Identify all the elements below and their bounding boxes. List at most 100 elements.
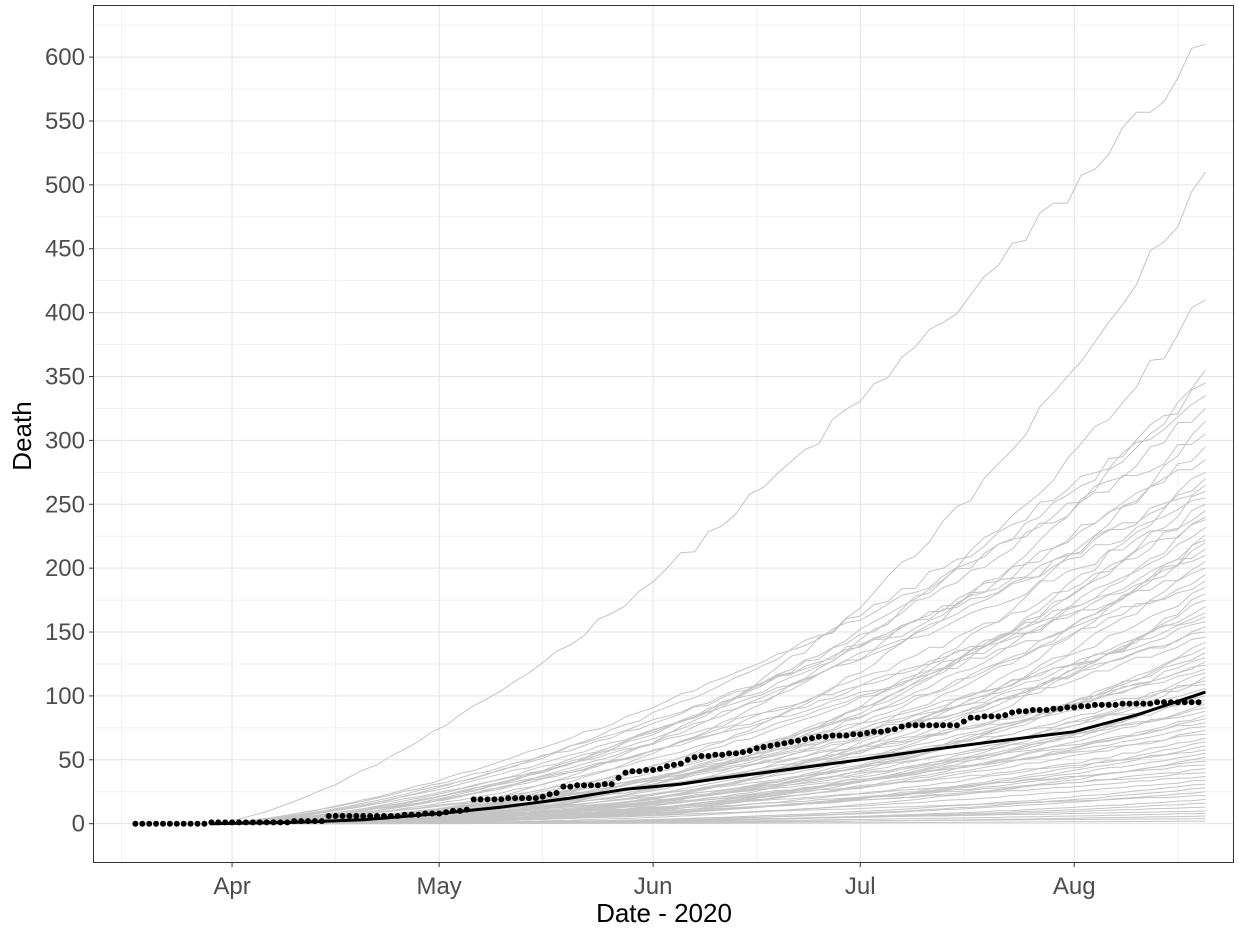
observed-point (664, 763, 670, 770)
observed-point (802, 736, 808, 743)
observed-point (933, 722, 940, 729)
observed-point (325, 813, 332, 819)
observed-point (1181, 699, 1188, 706)
observed-point (1078, 703, 1085, 710)
observed-point (387, 813, 394, 819)
simulation-line-79 (211, 795, 1206, 825)
observed-point (719, 751, 726, 758)
observed-point (1174, 699, 1181, 706)
observed-point (739, 749, 746, 756)
observed-point (629, 768, 636, 775)
observed-point (615, 774, 622, 781)
observed-point (850, 731, 857, 738)
observed-point (891, 726, 898, 733)
observed-point (622, 769, 629, 776)
observed-point (581, 782, 588, 789)
y-tick-label: 300 (45, 427, 85, 454)
observed-point (498, 796, 505, 803)
simulation-line-24 (211, 548, 1206, 825)
observed-point (415, 811, 422, 818)
simulation-line-27 (211, 567, 1206, 825)
observed-point (953, 722, 960, 729)
observed-point (988, 713, 995, 720)
x-tick-label: Apr (213, 873, 250, 900)
observed-point (353, 813, 360, 819)
x-tick-label: Aug (1053, 873, 1096, 900)
observed-point (277, 819, 284, 826)
observed-point (733, 750, 739, 757)
observed-point (1050, 705, 1057, 712)
observed-point (608, 781, 615, 788)
y-axis-title: Death (7, 401, 37, 470)
observed-point (636, 768, 643, 775)
observed-point (974, 714, 981, 721)
simulation-line-13 (211, 484, 1206, 825)
observed-point (1016, 708, 1022, 715)
observed-point (864, 730, 871, 736)
y-tick-label: 550 (45, 108, 85, 135)
observed-point (525, 795, 532, 802)
observed-point (422, 810, 429, 817)
observed-point (298, 818, 305, 825)
observed-point (795, 737, 802, 744)
simulation-line-12 (211, 478, 1206, 825)
observed-point (995, 713, 1002, 720)
observed-point (947, 722, 953, 729)
y-axis: 0 50 100 150 200 250 300 350 400 450 500 550 600 (45, 44, 94, 838)
observed-point (477, 796, 484, 803)
observed-point (229, 819, 236, 826)
x-axis-title: Date - 2020 (596, 898, 732, 928)
y-tick-label: 400 (45, 300, 85, 327)
observed-point (1009, 709, 1016, 716)
observed-point (760, 744, 767, 750)
observed-point (808, 735, 815, 742)
observed-point (173, 820, 180, 827)
observed-point (132, 820, 139, 827)
observed-point (539, 793, 546, 800)
observed-point (1140, 700, 1147, 707)
observed-point (519, 795, 525, 802)
observed-point (1167, 699, 1174, 706)
observed-point (726, 750, 733, 757)
observed-point (532, 795, 539, 802)
observed-point (429, 810, 436, 817)
observed-point (967, 714, 974, 721)
simulation-line-17 (211, 510, 1206, 825)
observed-point (1195, 699, 1202, 706)
observed-point (505, 795, 512, 802)
observed-point (484, 796, 491, 803)
observed-point (940, 722, 947, 729)
observed-point (1036, 707, 1043, 713)
y-tick-label: 500 (45, 172, 85, 199)
observed-point (443, 809, 450, 816)
observed-point (401, 811, 408, 818)
y-tick-label: 150 (45, 619, 85, 646)
y-tick-label: 0 (72, 811, 85, 838)
observed-point (884, 727, 891, 734)
observed-point (829, 732, 836, 739)
y-tick-label: 100 (45, 683, 85, 710)
observed-point (470, 796, 477, 803)
observed-point (318, 818, 325, 825)
observed-point (463, 806, 470, 813)
observed-point (781, 740, 788, 747)
y-tick-label: 350 (45, 364, 85, 391)
observed-point (1091, 701, 1098, 708)
observed-point (677, 760, 684, 767)
observed-point (339, 813, 346, 819)
observed-point (222, 819, 229, 826)
observed-point (360, 813, 367, 819)
observed-point (657, 765, 663, 772)
observed-point (1057, 705, 1064, 712)
simulation-line-87 (211, 820, 1206, 825)
observed-point (1161, 699, 1167, 706)
observed-point (753, 745, 760, 752)
observed-point (1133, 700, 1140, 707)
observed-point (305, 818, 311, 825)
observed-point (588, 782, 594, 789)
observed-point (843, 732, 850, 739)
observed-point (926, 722, 933, 729)
observed-point (1112, 701, 1119, 708)
observed-point (877, 728, 884, 735)
observed-point (1085, 703, 1091, 710)
